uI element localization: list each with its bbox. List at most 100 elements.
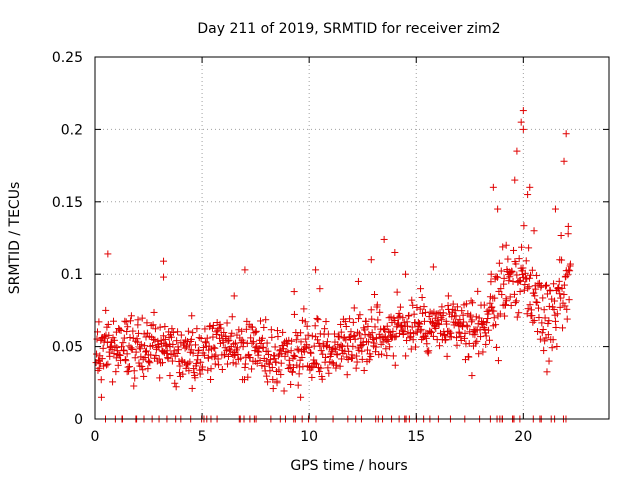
data-point <box>122 318 130 326</box>
data-point <box>497 285 505 293</box>
data-point <box>555 284 563 292</box>
data-point <box>355 330 363 338</box>
data-point <box>337 341 345 349</box>
data-point <box>263 372 271 380</box>
data-point <box>507 301 515 309</box>
data-point <box>471 331 479 339</box>
data-point <box>553 310 561 318</box>
data-point <box>97 393 105 401</box>
data-point <box>104 320 112 328</box>
data-point <box>94 356 102 364</box>
data-point <box>453 303 461 311</box>
data-point <box>109 378 117 386</box>
data-point <box>525 283 533 291</box>
data-point <box>203 334 211 342</box>
data-point <box>540 347 548 355</box>
data-point <box>362 317 370 325</box>
data-point <box>316 285 324 293</box>
data-point <box>112 368 120 376</box>
data-point <box>412 343 420 351</box>
data-point <box>536 335 544 343</box>
data-point <box>213 330 221 338</box>
data-point <box>468 316 476 324</box>
data-point <box>391 248 399 256</box>
data-point <box>324 330 332 338</box>
data-point <box>500 274 508 282</box>
data-point <box>471 339 479 347</box>
data-point <box>532 298 540 306</box>
data-point <box>496 310 504 318</box>
data-point <box>349 342 357 350</box>
data-point <box>442 336 450 344</box>
data-point <box>378 350 386 358</box>
data-point <box>189 349 197 357</box>
data-point <box>367 256 375 264</box>
x-tick-label: 20 <box>514 429 532 445</box>
data-point <box>443 352 451 360</box>
data-point <box>504 255 512 263</box>
data-point <box>93 350 101 358</box>
data-point <box>161 323 169 331</box>
data-point <box>492 321 500 329</box>
data-point <box>255 344 263 352</box>
data-point <box>538 319 546 327</box>
data-point <box>262 357 270 365</box>
data-point <box>328 359 336 367</box>
data-point <box>564 271 572 279</box>
data-point <box>420 303 428 311</box>
data-point <box>101 334 109 342</box>
data-point <box>134 338 142 346</box>
data-point <box>413 303 421 311</box>
data-point <box>409 301 417 309</box>
data-point <box>510 246 518 254</box>
data-point <box>248 339 256 347</box>
data-point <box>215 361 223 369</box>
data-point <box>455 328 463 336</box>
data-point <box>367 306 375 314</box>
data-point <box>357 334 365 342</box>
data-point <box>559 324 567 332</box>
data-point <box>197 335 205 343</box>
data-point <box>551 205 559 213</box>
data-point <box>490 307 498 315</box>
data-point <box>331 345 339 353</box>
data-point <box>506 273 514 281</box>
data-point <box>486 299 494 307</box>
data-point <box>465 353 473 361</box>
x-tick-label: 0 <box>91 429 100 445</box>
data-point <box>365 330 373 338</box>
data-point <box>384 337 392 345</box>
data-point <box>533 272 541 280</box>
data-point <box>374 316 382 324</box>
data-point <box>119 339 127 347</box>
data-point <box>393 288 401 296</box>
data-point <box>564 230 572 238</box>
data-point <box>460 318 468 326</box>
data-point <box>478 321 486 329</box>
data-point <box>444 292 452 300</box>
data-point <box>410 310 418 318</box>
data-point <box>556 303 564 311</box>
data-point <box>129 327 137 335</box>
data-point <box>176 362 184 370</box>
data-point <box>122 357 130 365</box>
data-point <box>230 292 238 300</box>
data-point <box>333 351 341 359</box>
data-point <box>407 345 415 353</box>
data-point <box>175 369 183 377</box>
data-point <box>115 351 123 359</box>
data-point <box>485 326 493 334</box>
data-point <box>515 309 523 317</box>
data-point <box>360 366 368 374</box>
data-point <box>262 316 270 324</box>
data-point <box>565 266 573 274</box>
data-point <box>266 356 274 364</box>
data-point <box>336 362 344 370</box>
data-point <box>141 342 149 350</box>
data-point <box>467 297 475 305</box>
data-point <box>214 355 222 363</box>
data-point <box>224 352 232 360</box>
data-point <box>223 319 231 327</box>
data-point <box>353 358 361 366</box>
